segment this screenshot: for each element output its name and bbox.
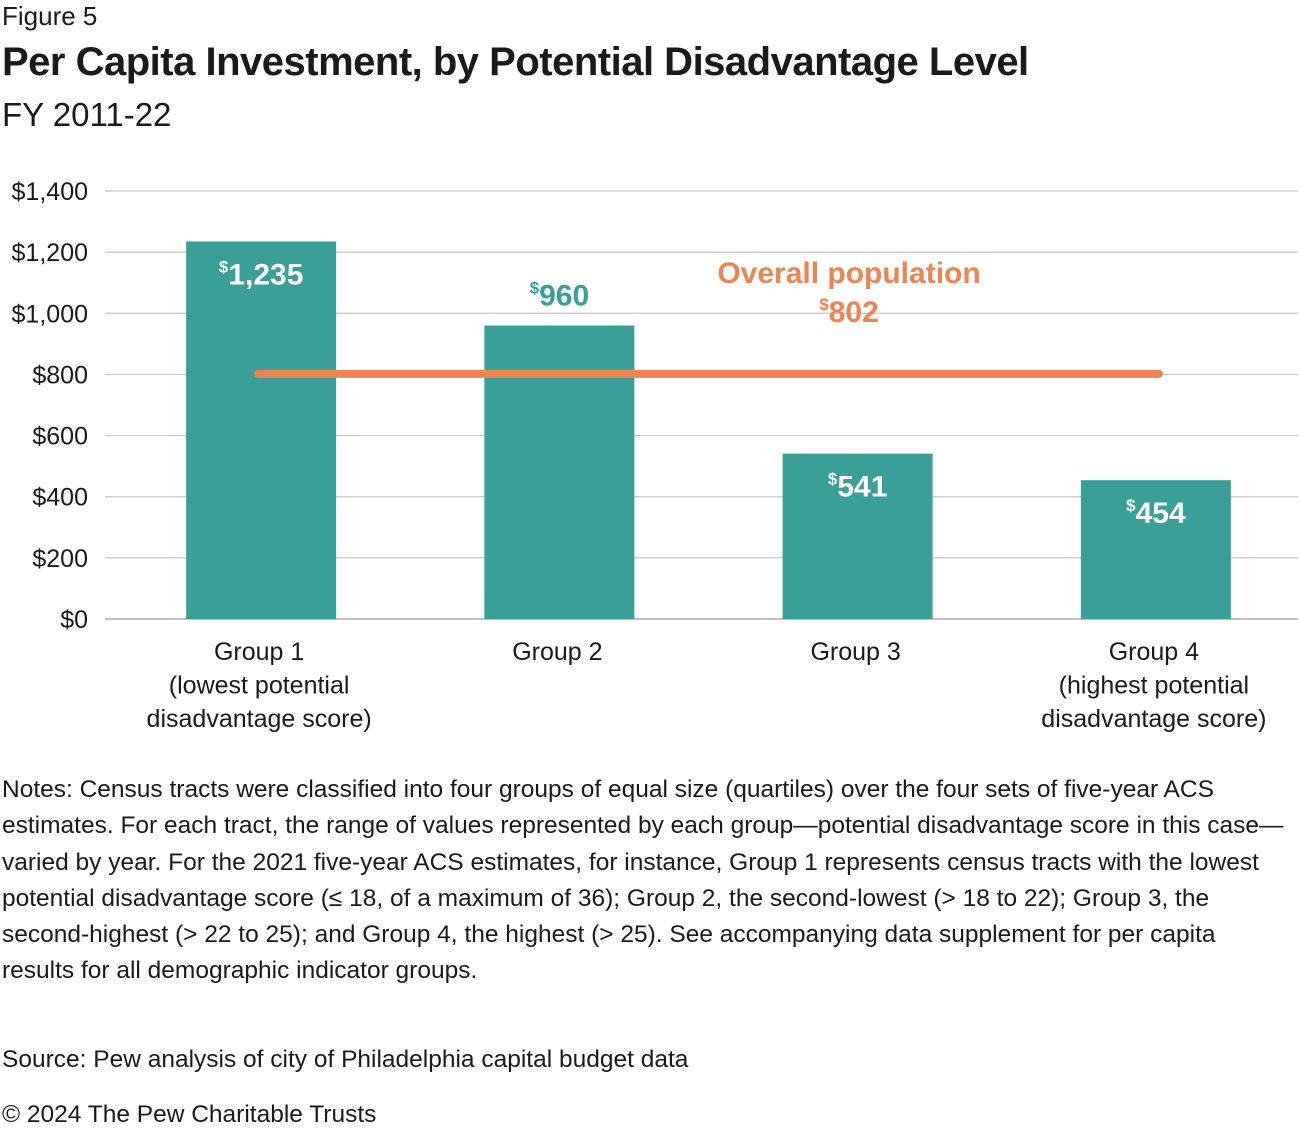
bar-chart: $0 $200 $400 $600 $800 $1,000 $1,200 $1,400 Ove… [12, 178, 1298, 733]
y-tick-label: $400 [32, 484, 88, 512]
copyright: © 2024 The Pew Charitable Trusts [2, 1101, 377, 1128]
bar [484, 325, 635, 619]
bar [1080, 480, 1231, 619]
x-category-label: Group 3 [810, 638, 900, 666]
bar [186, 241, 337, 619]
reference-line-group: Overall population $802 [254, 257, 1163, 378]
x-category-label: disadvantage score) [147, 705, 372, 733]
reference-line-value: $802 [819, 295, 879, 329]
bar-value-labels: $1,235 $960 $541 $454 [219, 257, 1186, 530]
chart-title: Per Capita Investment, by Potential Disa… [2, 40, 1029, 84]
reference-line-label: Overall population [717, 257, 980, 290]
y-tick-label: $200 [32, 545, 88, 573]
bar-value-label: $960 [530, 279, 590, 313]
y-tick-label: $0 [60, 606, 88, 634]
y-tick-label: $1,400 [12, 178, 88, 206]
x-category-label: Group 1 [214, 638, 304, 666]
bar [782, 453, 933, 619]
y-tick-label: $800 [32, 361, 88, 389]
bar-value-label: $454 [1126, 496, 1186, 530]
bar-value-label: $1,235 [219, 257, 304, 291]
y-tick-label: $1,000 [12, 300, 88, 328]
y-tick-label: $600 [32, 423, 88, 451]
x-category-label: Group 4 [1109, 638, 1199, 666]
chart-notes: Notes: Census tracts were classified int… [2, 776, 1284, 985]
x-category-label: disadvantage score) [1041, 705, 1266, 733]
chart-source: Source: Pew analysis of city of Philadel… [2, 1046, 689, 1073]
x-category-label: (highest potential [1059, 672, 1249, 700]
y-tick-label: $1,200 [12, 239, 88, 267]
x-category-label: (lowest potential [169, 672, 350, 700]
x-axis-category-labels: Group 1 (lowest potential disadvantage sco… [147, 638, 1267, 733]
figure-label: Figure 5 [2, 1, 98, 31]
bars [186, 241, 1231, 619]
y-axis-tick-labels: $0 $200 $400 $600 $800 $1,000 $1,200 $1,400 [12, 178, 88, 634]
bar-value-label: $541 [828, 470, 888, 504]
chart-subtitle: FY 2011-22 [2, 96, 172, 133]
x-category-label: Group 2 [512, 638, 602, 666]
